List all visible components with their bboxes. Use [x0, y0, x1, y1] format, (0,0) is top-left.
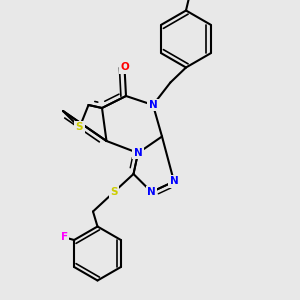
Text: N: N: [169, 176, 178, 187]
Text: N: N: [134, 148, 142, 158]
Text: S: S: [76, 122, 83, 133]
Text: S: S: [110, 187, 118, 197]
Text: N: N: [147, 187, 156, 197]
Text: F: F: [61, 232, 68, 242]
Text: O: O: [120, 62, 129, 73]
Text: N: N: [148, 100, 158, 110]
